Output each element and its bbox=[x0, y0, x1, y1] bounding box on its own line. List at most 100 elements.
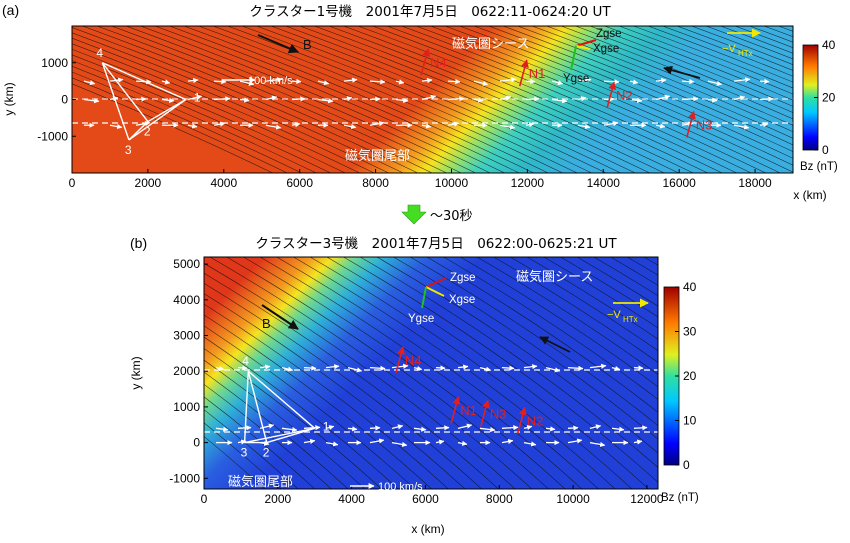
xgse-axis-b bbox=[425, 286, 445, 297]
xgse-label-a: Xgse bbox=[593, 43, 619, 55]
flow-vector bbox=[523, 441, 537, 447]
flow-vector bbox=[187, 123, 198, 129]
y-tick-label: 2000 bbox=[173, 364, 200, 378]
spacecraft-label: 4 bbox=[242, 354, 249, 368]
ygse-label-a: Ygse bbox=[563, 73, 589, 85]
x-tick-label: 8000 bbox=[362, 176, 389, 190]
colorbar-tick-label: 0 bbox=[822, 143, 829, 157]
field-line bbox=[643, 257, 658, 266]
flow-vector bbox=[567, 438, 583, 444]
x-tick-label: 4000 bbox=[210, 176, 237, 190]
field-line bbox=[693, 247, 850, 499]
axis-ticks-b: 0 2000 4000 6000 8000 10000 12000-100001000200… bbox=[169, 257, 664, 506]
panel-label-b: (b) bbox=[130, 235, 147, 251]
field-line bbox=[415, 26, 767, 173]
colorbar-tick-label: 40 bbox=[822, 38, 836, 52]
y-tick-label: 1000 bbox=[173, 400, 200, 414]
xgse-axis-a bbox=[575, 45, 591, 50]
zgse-label-a: Zgse bbox=[596, 28, 622, 40]
field-line bbox=[502, 26, 793, 146]
x-tick-label: 10000 bbox=[556, 492, 590, 506]
region-label-tail-a: 磁気圏尾部 bbox=[345, 148, 410, 164]
field-line bbox=[677, 247, 850, 499]
field-line bbox=[459, 257, 658, 388]
field-line bbox=[276, 257, 599, 489]
spacecraft-label: 3 bbox=[241, 446, 248, 460]
field-line bbox=[618, 26, 793, 95]
field-label-a: B bbox=[303, 37, 312, 52]
normal-label: N3 bbox=[696, 118, 713, 133]
flow-vector bbox=[265, 124, 282, 130]
flow-vector bbox=[265, 77, 283, 83]
flow-vector bbox=[479, 426, 496, 433]
field-line bbox=[72, 27, 419, 173]
field-line bbox=[204, 436, 266, 489]
field-line bbox=[603, 26, 793, 101]
flow-vector bbox=[551, 80, 564, 86]
tetrahedron-edge bbox=[101, 62, 149, 122]
panel-label-a: (a) bbox=[2, 2, 19, 18]
ygse-label-b: Ygse bbox=[408, 313, 434, 325]
field-line bbox=[559, 257, 658, 318]
region-label-tail-b: 磁気圏尾部 bbox=[228, 474, 293, 490]
flow-vector bbox=[501, 438, 514, 445]
flow-vector bbox=[525, 78, 536, 84]
flow-vector bbox=[343, 123, 357, 130]
flow-vector bbox=[347, 426, 358, 432]
flow-vector bbox=[567, 365, 584, 371]
normal-label: N3 bbox=[490, 406, 507, 421]
field-line bbox=[139, 26, 491, 173]
field-line bbox=[284, 26, 636, 173]
field-line bbox=[734, 26, 793, 49]
field-line bbox=[727, 247, 850, 499]
flow-vector bbox=[259, 364, 271, 370]
flow-vector bbox=[629, 79, 639, 85]
normal-label: N1 bbox=[529, 66, 546, 81]
flow-vector bbox=[457, 364, 469, 370]
flow-vector bbox=[707, 80, 723, 86]
field-line bbox=[204, 348, 382, 489]
field-line bbox=[690, 26, 793, 65]
flow-vector bbox=[603, 79, 620, 85]
region-label-sheath-a: 磁気圏シース bbox=[452, 36, 529, 52]
field-line bbox=[531, 26, 793, 133]
normal-label: N2 bbox=[616, 88, 633, 103]
boundary-motion-arrow-a bbox=[663, 65, 701, 79]
flow-vector bbox=[303, 425, 321, 431]
panel-b: 0 2000 4000 6000 8000 10000 12000-100001000200… bbox=[129, 247, 850, 536]
title-a: クラスター1号機 2001年7月5日 0622:11-0624:20 UT bbox=[249, 4, 611, 20]
field-label-b: B bbox=[262, 316, 271, 331]
flow-vector bbox=[369, 120, 385, 127]
flow-vector bbox=[499, 124, 516, 130]
tetrahedron-edge bbox=[128, 121, 149, 141]
field-line bbox=[204, 383, 332, 489]
normal-arrow bbox=[606, 81, 617, 109]
flow-vector bbox=[161, 79, 171, 85]
x-tick-label: 4000 bbox=[338, 492, 365, 506]
field-line bbox=[647, 26, 793, 83]
xlabel-b: x (km) bbox=[411, 522, 444, 536]
flow-vector bbox=[215, 426, 229, 432]
field-line bbox=[204, 422, 282, 489]
xgse-label-b: Xgse bbox=[449, 294, 475, 306]
flow-vector bbox=[577, 96, 587, 102]
normal-arrow bbox=[480, 399, 490, 427]
flow-vector bbox=[237, 425, 252, 431]
flow-vector bbox=[655, 123, 666, 129]
field-line bbox=[632, 26, 793, 89]
x-tick-label: 2000 bbox=[135, 176, 162, 190]
title-b: クラスター3号機 2001年7月5日 0622:00-0625:21 UT bbox=[255, 236, 617, 252]
flow-vector bbox=[435, 439, 445, 445]
x-tick-label: 0 bbox=[201, 492, 208, 506]
field-line bbox=[371, 26, 723, 173]
flow-vector bbox=[325, 425, 335, 431]
field-line bbox=[81, 26, 433, 173]
field-line bbox=[204, 262, 516, 489]
tetrahedron-edge bbox=[247, 371, 268, 443]
x-tick-label: 8000 bbox=[486, 492, 513, 506]
y-tick-label: 4000 bbox=[173, 293, 200, 307]
flow-vector bbox=[435, 425, 450, 431]
field-line bbox=[313, 26, 665, 173]
field-line bbox=[204, 314, 433, 489]
flow-vector bbox=[187, 77, 199, 84]
